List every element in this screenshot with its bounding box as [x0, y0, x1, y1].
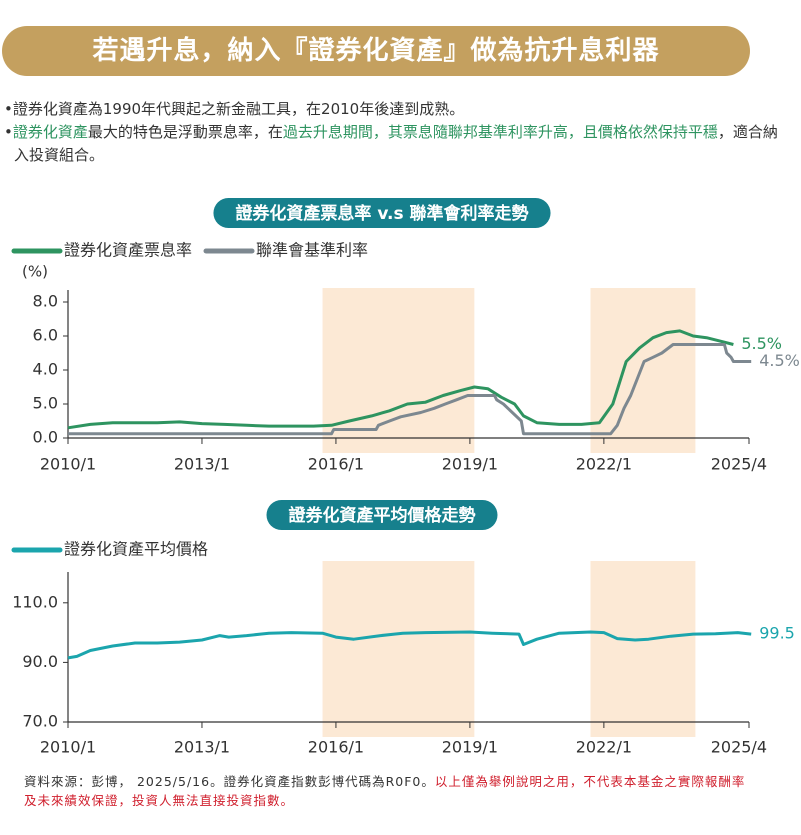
chart-title-bg: [213, 198, 551, 228]
bullets: •證券化資產為1990年代興起之新金融工具，在2010年後達到成熟。 •證券化資…: [4, 98, 784, 167]
data-label: 5.5%: [741, 334, 782, 353]
bullet-text: 最大的特色是浮動票息率，在: [87, 123, 283, 141]
series-line: [67, 630, 752, 660]
chart-title: 證券化資產平均價格走勢: [289, 505, 476, 526]
y-tick-label: 4.0: [33, 360, 58, 379]
x-tick-label: 2019/1: [442, 455, 498, 474]
y-tick-label: 0.0: [33, 428, 58, 447]
series-line: [68, 343, 752, 436]
footer: 資料來源：彭博， 2025/5/16。證券化資產指數彭博代碼為R0F0。以上僅為…: [24, 772, 754, 810]
bullet: •證券化資產最大的特色是浮動票息率，在過去升息期間，其票息隨聯邦基準利率升高，且…: [4, 123, 778, 164]
bullet-text: 證券化資產為1990年代興起之新金融工具，在2010年後達到成熟。: [12, 100, 465, 118]
x-tick-label: 2013/1: [174, 738, 230, 757]
x-tick-label: 2016/1: [308, 738, 364, 757]
x-tick-label: 2010/1: [40, 738, 96, 757]
header-title: 若遇升息，納入『證券化資產』做為抗升息利器: [2, 26, 750, 76]
highlight-period: [590, 561, 696, 737]
bullet-text: 證券化資產: [12, 123, 88, 141]
y-tick-label: 70.0: [22, 712, 58, 731]
x-tick-label: 2022/1: [576, 455, 632, 474]
chart-title: 證券化資產票息率 v.s 聯準會利率走勢: [235, 203, 528, 224]
highlight-period: [590, 288, 696, 453]
source: 資料來源：彭博， 2025/5/16。證券化資產指數彭博代碼為R0F0。: [24, 774, 435, 789]
x-tick-label: 2025/4: [711, 738, 767, 757]
highlight-period: [322, 561, 475, 737]
x-tick-label: 2016/1: [308, 455, 364, 474]
x-tick-label: 2013/1: [174, 455, 230, 474]
bullet-text: 過去升息期間，其票息隨聯邦基準利率升高，且價格依然保持平穩: [282, 123, 718, 141]
legend-label: 證券化資產票息率: [64, 241, 192, 260]
bullet: •證券化資產為1990年代興起之新金融工具，在2010年後達到成熟。: [4, 100, 465, 118]
x-tick-label: 2025/4: [711, 455, 767, 474]
data-label: 99.5: [759, 624, 795, 643]
y-tick-label: 8.0: [33, 292, 58, 311]
legend-label: 聯準會基準利率: [256, 241, 368, 260]
bullet-text: ，適合納入投資組合。: [14, 123, 778, 164]
y-unit: (%): [22, 263, 48, 281]
y-tick-label: 6.0: [33, 326, 58, 345]
x-tick-label: 2019/1: [442, 738, 498, 757]
y-tick-label: 110.0: [12, 592, 58, 611]
highlight-period: [322, 288, 475, 453]
x-tick-label: 2022/1: [576, 738, 632, 757]
data-label: 4.5%: [759, 351, 800, 370]
legend-label: 證券化資產平均價格: [64, 540, 208, 559]
chart-title-bg: [266, 500, 498, 530]
y-tick-label: 5.0: [33, 394, 58, 413]
disclaimer: 以上僅為舉例說明之用，不代表本基金之實際報酬率及未來績效保證，投資人無法直接投資…: [24, 774, 746, 808]
series-line: [67, 329, 734, 430]
x-tick-label: 2010/1: [40, 455, 96, 474]
y-tick-label: 90.0: [22, 652, 58, 671]
